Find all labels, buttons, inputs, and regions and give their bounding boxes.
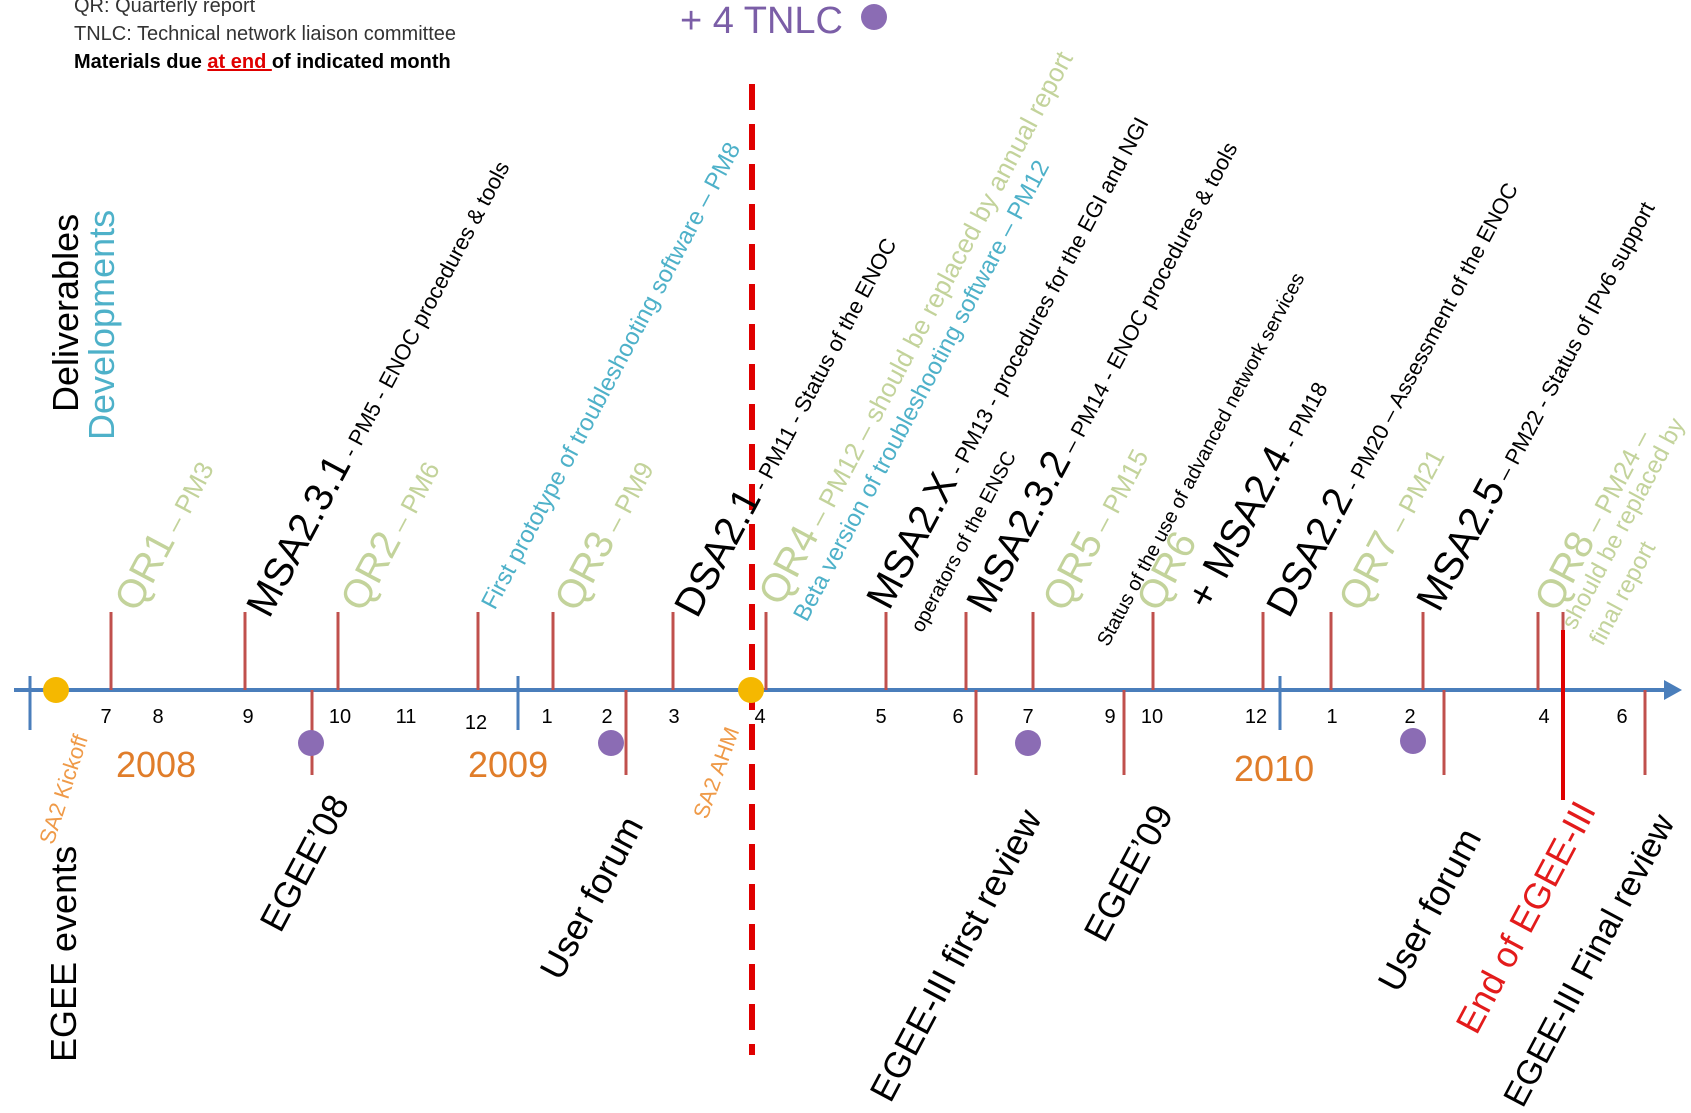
legend-materials-post: of indicated month bbox=[271, 51, 451, 73]
month-label: 12 bbox=[464, 712, 488, 734]
month-label: 10 bbox=[328, 706, 352, 728]
year-label: 2010 bbox=[1234, 748, 1315, 789]
month-label: 11 bbox=[395, 706, 417, 728]
month-label: 9 bbox=[242, 706, 254, 728]
tnlc-dot-icon bbox=[860, 4, 887, 30]
month-label: 6 bbox=[1616, 706, 1628, 728]
ahm-dot bbox=[738, 677, 764, 703]
month-label: 4 bbox=[1538, 706, 1550, 728]
tnlc-note: + 4 TNLC bbox=[680, 0, 887, 43]
month-label: 10 bbox=[1140, 706, 1164, 728]
legend-materials-red: at end bbox=[207, 51, 272, 73]
year-label: 2008 bbox=[116, 744, 197, 785]
month-label: 6 bbox=[952, 706, 964, 728]
tnlc-note-label: + 4 TNLC bbox=[680, 0, 843, 42]
kickoff-dot bbox=[43, 677, 69, 703]
month-label: 12 bbox=[1244, 706, 1268, 728]
month-label: 1 bbox=[541, 706, 553, 728]
month-label: 9 bbox=[1104, 706, 1116, 728]
month-label: 2 bbox=[1404, 706, 1416, 728]
month-label: 7 bbox=[1022, 706, 1034, 728]
month-label: 2 bbox=[601, 706, 613, 728]
month-label: 4 bbox=[754, 706, 766, 728]
year-label: 2009 bbox=[468, 744, 549, 785]
legend-qr: QR: Quarterly report bbox=[74, 0, 256, 17]
month-label: 7 bbox=[100, 706, 112, 728]
legend: QR: Quarterly report TNLC: Technical net… bbox=[74, 0, 456, 76]
axis-arrow-icon bbox=[1664, 680, 1682, 700]
tnlc-meeting-dot bbox=[598, 730, 624, 756]
legend-materials: Materials due at end of indicated month bbox=[74, 48, 456, 76]
tnlc-meeting-dot bbox=[1015, 730, 1041, 756]
month-label: 8 bbox=[152, 706, 164, 728]
tnlc-meeting-dot bbox=[1400, 728, 1426, 754]
month-label: 1 bbox=[1326, 706, 1338, 728]
legend-materials-pre: Materials due bbox=[74, 51, 208, 73]
month-label: 5 bbox=[875, 706, 887, 728]
tnlc-meeting-dot bbox=[298, 730, 324, 756]
legend-tnlc: TNLC: Technical network liaison committe… bbox=[74, 23, 457, 45]
month-label: 3 bbox=[668, 706, 680, 728]
